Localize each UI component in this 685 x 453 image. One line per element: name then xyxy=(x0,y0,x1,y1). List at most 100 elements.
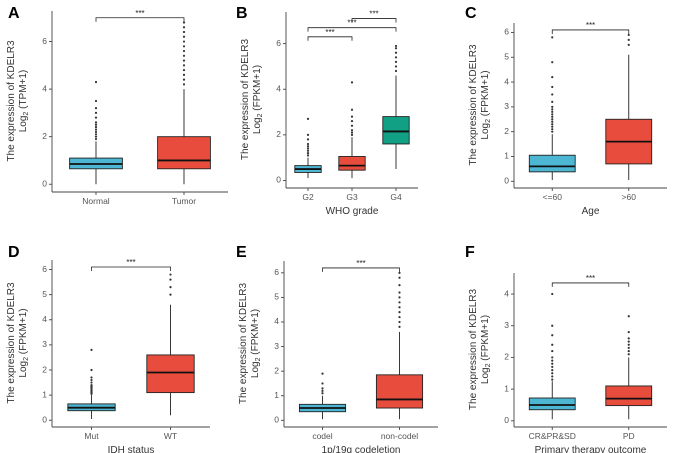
y-tick-label: 0 xyxy=(274,415,279,425)
box-iqr xyxy=(528,397,576,411)
outlier-point xyxy=(398,296,401,299)
y-axis-unit-text: (FPKM+1) xyxy=(480,315,491,364)
box-cr-pr-sd xyxy=(528,292,576,420)
outlier-point xyxy=(551,128,554,131)
significance-bracket xyxy=(351,18,397,23)
y-tick-label: 6 xyxy=(42,36,47,46)
outlier-point xyxy=(350,131,354,134)
panel-letter: A xyxy=(8,5,20,22)
box-iqr xyxy=(157,136,211,170)
outlier-point xyxy=(398,291,401,294)
outlier-point xyxy=(182,73,186,76)
outlier-point xyxy=(551,343,554,346)
y-axis-unit-subscript: 2 xyxy=(23,357,30,361)
x-tick-label: G4 xyxy=(390,192,402,202)
outlier-point xyxy=(627,337,630,340)
box-tumor xyxy=(157,21,211,185)
x-tick-label: Mut xyxy=(84,431,99,441)
outlier-point xyxy=(182,45,186,48)
y-tick-label: 6 xyxy=(42,264,47,274)
outlier-point xyxy=(551,375,554,378)
outlier-point xyxy=(551,349,554,353)
box-iqr xyxy=(375,374,424,409)
y-axis-unit-text: (TPM+1) xyxy=(18,70,29,112)
significance-bracket xyxy=(307,27,397,32)
outlier-point xyxy=(551,105,554,108)
y-tick-label: 6 xyxy=(274,267,279,277)
y-axis-unit-text: (FPKM+1) xyxy=(18,308,29,357)
y-axis-title: The expression of KDELR3 xyxy=(468,44,479,166)
outlier-point xyxy=(182,35,186,38)
y-axis-title: The expression of KDELR3 xyxy=(240,38,251,160)
outlier-point xyxy=(169,286,172,289)
y-axis-unit: Log2 (FPKM+1) xyxy=(250,309,262,378)
outlier-point xyxy=(94,123,98,126)
outlier-point xyxy=(94,99,98,103)
significance-label: *** xyxy=(347,19,356,28)
x-tick-label: WT xyxy=(164,431,177,441)
y-axis-unit-log: Log xyxy=(250,361,261,378)
outlier-point xyxy=(551,61,554,64)
outlier-point xyxy=(398,315,401,319)
outlier-point xyxy=(394,51,398,54)
y-tick-label: 0 xyxy=(504,415,509,425)
significance-label: *** xyxy=(369,10,378,19)
box-non-codel xyxy=(375,271,424,420)
y-tick-label: 1 xyxy=(274,390,279,400)
outlier-point xyxy=(627,353,630,356)
outlier-point xyxy=(182,40,186,43)
outlier-point xyxy=(627,330,630,334)
box-normal xyxy=(69,80,123,185)
outlier-point xyxy=(182,49,186,53)
outlier-point xyxy=(350,133,354,136)
x-axis-title: WHO grade xyxy=(326,206,379,217)
outlier-point xyxy=(169,293,172,296)
outlier-point xyxy=(627,43,630,46)
outlier-point xyxy=(306,145,310,148)
outlier-point xyxy=(551,356,554,359)
y-tick-label: 6 xyxy=(276,38,281,48)
outlier-point xyxy=(321,372,324,375)
x-axis-title: Age xyxy=(582,206,600,217)
outlier-point xyxy=(551,118,554,121)
outlier-point xyxy=(398,271,401,274)
outlier-point xyxy=(394,47,398,50)
y-tick-label: 3 xyxy=(42,339,47,349)
y-tick-label: 6 xyxy=(504,27,509,37)
y-axis-title: The expression of KDELR3 xyxy=(238,282,249,404)
outlier-point xyxy=(627,33,630,37)
outlier-point xyxy=(394,69,398,73)
outlier-point xyxy=(350,81,354,84)
outlier-point xyxy=(551,359,554,362)
outlier-point xyxy=(398,301,401,304)
outlier-point xyxy=(182,30,186,34)
box-g3 xyxy=(338,81,366,179)
y-axis-title: The expression of KDELR3 xyxy=(6,282,17,404)
outlier-point xyxy=(350,108,354,111)
outlier-point xyxy=(90,368,93,372)
significance-bracket xyxy=(307,36,353,41)
x-tick-label: codel xyxy=(312,431,332,441)
y-tick-label: 2 xyxy=(276,129,281,139)
outlier-point xyxy=(306,138,310,141)
box-iqr xyxy=(605,385,653,407)
y-tick-label: 4 xyxy=(42,83,47,93)
y-tick-label: 2 xyxy=(504,126,509,136)
outlier-point xyxy=(182,83,186,86)
outlier-point xyxy=(94,128,98,131)
y-tick-label: 5 xyxy=(42,289,47,299)
y-axis-unit-log: Log xyxy=(480,123,491,140)
y-tick-label: 0 xyxy=(504,176,509,186)
x-axis-title: 1p/19q codeletion xyxy=(322,445,401,453)
outlier-point xyxy=(306,149,310,152)
y-tick-label: 3 xyxy=(504,320,509,330)
panel-letter: C xyxy=(465,5,477,22)
outlier-point xyxy=(182,68,186,72)
y-axis-unit: Log2 (FPKM+1) xyxy=(480,70,492,139)
box--60 xyxy=(528,36,576,181)
significance-bracket xyxy=(551,29,630,34)
outlier-point xyxy=(551,125,554,128)
